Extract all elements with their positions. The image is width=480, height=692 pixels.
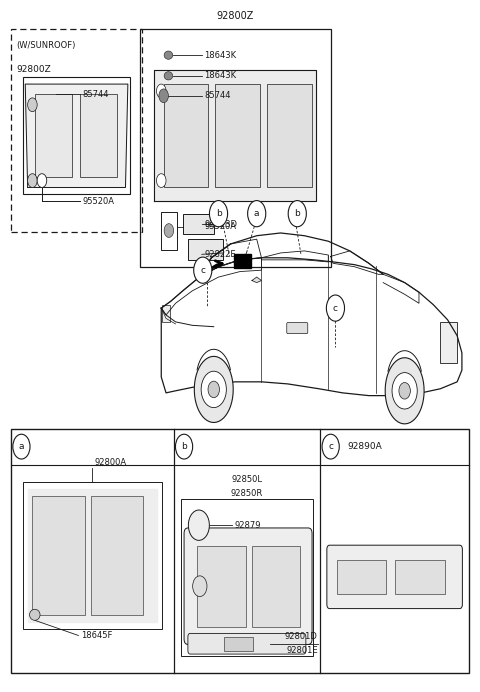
Bar <box>33 495 85 614</box>
Text: 95520A: 95520A <box>83 197 115 206</box>
Polygon shape <box>385 358 424 424</box>
Circle shape <box>176 434 192 459</box>
Bar <box>164 84 208 188</box>
Circle shape <box>326 295 345 321</box>
Ellipse shape <box>164 51 173 60</box>
Circle shape <box>399 383 410 399</box>
Text: 18643K: 18643K <box>204 71 236 80</box>
Bar <box>162 304 170 322</box>
Text: a: a <box>254 209 260 218</box>
Polygon shape <box>252 277 262 282</box>
Text: c: c <box>333 304 338 313</box>
Circle shape <box>156 84 166 98</box>
Text: 92850R: 92850R <box>231 489 263 498</box>
Text: 92800Z: 92800Z <box>216 10 254 21</box>
Text: 92801E: 92801E <box>286 646 318 655</box>
Polygon shape <box>234 255 251 268</box>
Bar <box>337 560 386 594</box>
Bar <box>216 84 260 188</box>
Bar <box>23 78 130 194</box>
Bar <box>441 322 457 363</box>
Polygon shape <box>28 489 157 621</box>
Text: 92800A: 92800A <box>95 457 127 466</box>
Circle shape <box>322 434 339 459</box>
Bar <box>197 546 246 626</box>
Text: 92822E: 92822E <box>204 250 236 259</box>
Ellipse shape <box>30 609 40 620</box>
Polygon shape <box>154 71 316 201</box>
Bar <box>91 495 144 614</box>
Bar <box>80 94 118 177</box>
Bar <box>396 560 444 594</box>
Bar <box>161 212 177 250</box>
Circle shape <box>37 174 47 188</box>
Text: 92879: 92879 <box>234 520 261 529</box>
FancyBboxPatch shape <box>327 545 462 608</box>
Bar <box>11 29 142 233</box>
Text: 92850L: 92850L <box>231 475 263 484</box>
Bar <box>224 637 252 650</box>
Text: b: b <box>294 209 300 218</box>
Text: b: b <box>216 209 221 218</box>
Text: 95520A: 95520A <box>204 222 236 231</box>
Circle shape <box>156 174 166 188</box>
Bar <box>23 482 162 628</box>
FancyBboxPatch shape <box>184 528 312 644</box>
FancyBboxPatch shape <box>188 633 306 654</box>
Circle shape <box>13 434 30 459</box>
Text: 18645F: 18645F <box>81 631 112 640</box>
Circle shape <box>194 257 212 283</box>
Circle shape <box>164 224 174 237</box>
Text: 18643K: 18643K <box>204 51 236 60</box>
Bar <box>181 499 313 656</box>
Text: a: a <box>19 442 24 451</box>
Bar <box>11 429 469 673</box>
Ellipse shape <box>164 72 173 80</box>
Text: 92890A: 92890A <box>348 442 383 451</box>
Text: c: c <box>328 442 333 451</box>
Circle shape <box>201 371 227 408</box>
Polygon shape <box>25 84 128 188</box>
Text: 85744: 85744 <box>204 91 231 100</box>
Circle shape <box>192 576 207 597</box>
Circle shape <box>288 201 306 227</box>
Circle shape <box>208 381 219 398</box>
Circle shape <box>188 510 209 540</box>
Circle shape <box>28 98 37 111</box>
Text: 92800Z: 92800Z <box>17 65 51 74</box>
Circle shape <box>209 201 228 227</box>
Text: c: c <box>200 266 205 275</box>
FancyBboxPatch shape <box>287 322 308 334</box>
Text: 92823D: 92823D <box>204 219 237 228</box>
Bar <box>140 29 331 266</box>
Circle shape <box>159 89 168 102</box>
Bar <box>188 239 223 260</box>
Bar <box>267 84 312 188</box>
Bar <box>35 94 72 177</box>
Bar <box>252 546 300 626</box>
Text: b: b <box>181 442 187 451</box>
Circle shape <box>392 372 417 409</box>
Text: (W/SUNROOF): (W/SUNROOF) <box>17 42 76 51</box>
Circle shape <box>28 174 37 188</box>
Polygon shape <box>194 356 233 423</box>
Bar <box>183 215 214 234</box>
Text: 92801D: 92801D <box>285 632 318 641</box>
Text: 85744: 85744 <box>83 90 109 99</box>
Circle shape <box>248 201 266 227</box>
